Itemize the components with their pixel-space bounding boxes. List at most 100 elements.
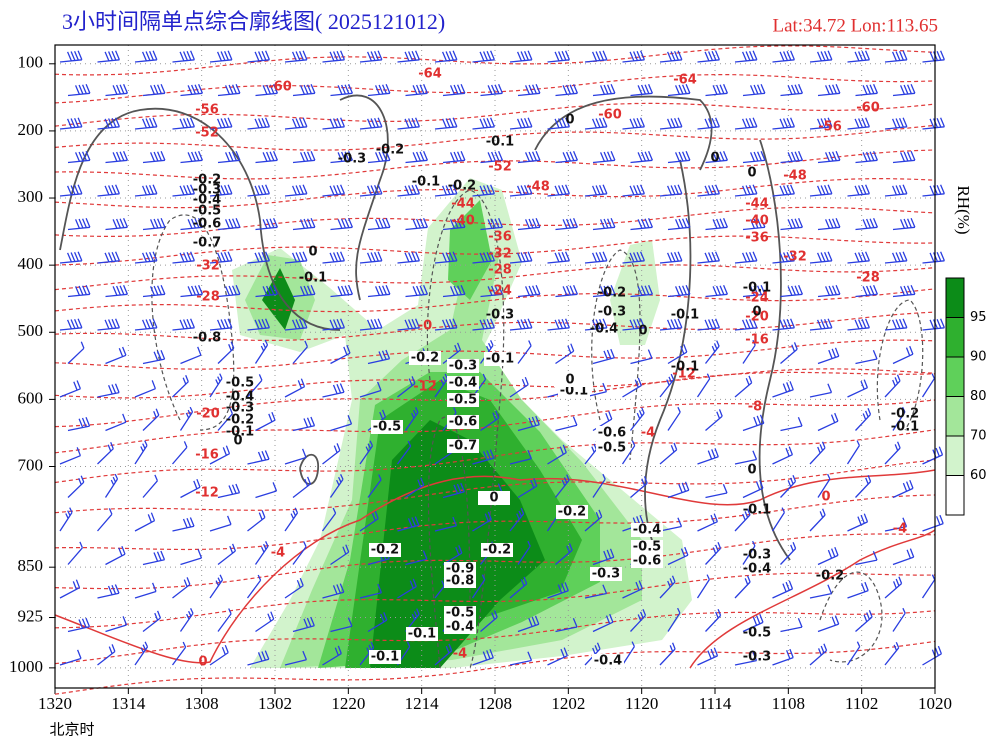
wind-barb — [322, 50, 345, 63]
label-box — [631, 554, 663, 568]
isotherm — [54, 469, 936, 664]
wind-barb — [772, 117, 795, 130]
wind-barb — [209, 574, 224, 599]
wind-barb — [217, 84, 241, 97]
label-box — [631, 540, 663, 554]
wind-barb — [59, 251, 83, 264]
wind-barb — [97, 251, 120, 264]
wind-barb — [59, 184, 83, 197]
wind-barb — [255, 84, 278, 97]
wind-barb — [472, 649, 494, 666]
wind-barb — [405, 285, 428, 298]
wind-barb — [817, 546, 839, 566]
wind-barb — [742, 613, 764, 633]
wind-barb — [480, 218, 503, 231]
label-box — [444, 562, 476, 576]
wind-barb — [434, 50, 458, 63]
temperature-label: -56 — [195, 103, 219, 118]
wind-barb — [397, 184, 420, 197]
wind-barb — [734, 508, 751, 532]
wind-barb — [742, 339, 756, 364]
wind-barb — [697, 647, 719, 666]
wind-barb — [359, 583, 383, 599]
wind-barb — [742, 479, 764, 499]
wind-barb — [172, 184, 195, 197]
wind-barb — [59, 50, 83, 63]
isotherm — [54, 399, 936, 454]
wind-barb — [705, 542, 722, 565]
wind-barb — [892, 548, 915, 566]
wind-barb — [142, 474, 158, 498]
isotherm — [689, 529, 936, 669]
x-tick-label: 1202 — [551, 694, 585, 713]
wind-barb — [772, 381, 794, 398]
omega-contour — [534, 95, 713, 171]
wind-barb — [292, 616, 315, 633]
isotherm — [54, 74, 936, 104]
wind-barb — [142, 151, 166, 164]
wind-barb — [772, 318, 795, 331]
wind-barb — [817, 347, 840, 365]
isotherm — [54, 459, 936, 514]
temperature-label: -24 — [488, 284, 512, 299]
wind-barb — [509, 449, 533, 465]
omega-label: -0.1 — [486, 135, 514, 150]
wind-barb — [592, 285, 616, 298]
wind-barb — [359, 641, 375, 666]
temperature-label: -48 — [783, 169, 807, 184]
wind-barb — [630, 151, 653, 164]
wind-barb — [592, 348, 615, 365]
wind-barb — [180, 285, 203, 298]
wind-barb — [104, 473, 119, 498]
wind-barb — [547, 50, 570, 63]
wind-barb — [884, 184, 908, 197]
isotherm — [54, 235, 936, 266]
wind-barb — [97, 644, 116, 666]
wind-barb — [405, 477, 425, 499]
wind-barb — [892, 285, 916, 298]
location: Lat:34.72 Lon:113.65 — [772, 15, 938, 36]
wind-barb — [134, 512, 156, 532]
wind-barb — [217, 341, 235, 364]
wind-barb — [480, 84, 503, 97]
wind-barb — [322, 383, 345, 398]
wind-barb — [892, 406, 906, 431]
temperature-label: -8 — [748, 400, 762, 415]
wind-barb — [592, 613, 614, 633]
temperature-label: -40 — [451, 214, 475, 229]
omega-label: -0.2 — [226, 413, 254, 428]
wind-barb — [847, 184, 870, 197]
wind-barb — [622, 318, 645, 331]
wind-barb — [434, 643, 453, 666]
wind-barb — [330, 544, 350, 566]
wind-barb — [359, 50, 383, 63]
wind-barb — [659, 318, 683, 331]
wind-barb — [67, 285, 91, 298]
label-box — [558, 384, 590, 398]
wind-barb — [592, 151, 616, 164]
wind-barb — [742, 218, 766, 231]
wind-barb — [292, 151, 316, 164]
wind-barb — [397, 318, 420, 331]
colorbar-tick-label: 60 — [970, 468, 987, 483]
wind-barb — [584, 117, 608, 130]
wind-barb — [584, 509, 603, 532]
wind-barb — [67, 475, 85, 498]
temperature-label: 0 — [198, 655, 207, 670]
wind-barb — [209, 50, 233, 63]
wind-barb — [254, 339, 269, 364]
wind-barb — [509, 184, 533, 197]
wind-barb — [105, 616, 128, 633]
omega-contour — [427, 416, 471, 669]
wind-barb — [667, 546, 689, 566]
wind-barb — [705, 609, 722, 632]
wind-barb — [284, 650, 308, 666]
wind-barb — [884, 641, 900, 666]
wind-barb — [292, 541, 307, 565]
wind-barb — [217, 543, 237, 566]
wind-barb — [180, 346, 202, 365]
wind-barb — [284, 507, 299, 532]
label-box — [406, 627, 438, 641]
label-box — [447, 359, 479, 373]
x-tick-label: 1214 — [405, 694, 440, 713]
